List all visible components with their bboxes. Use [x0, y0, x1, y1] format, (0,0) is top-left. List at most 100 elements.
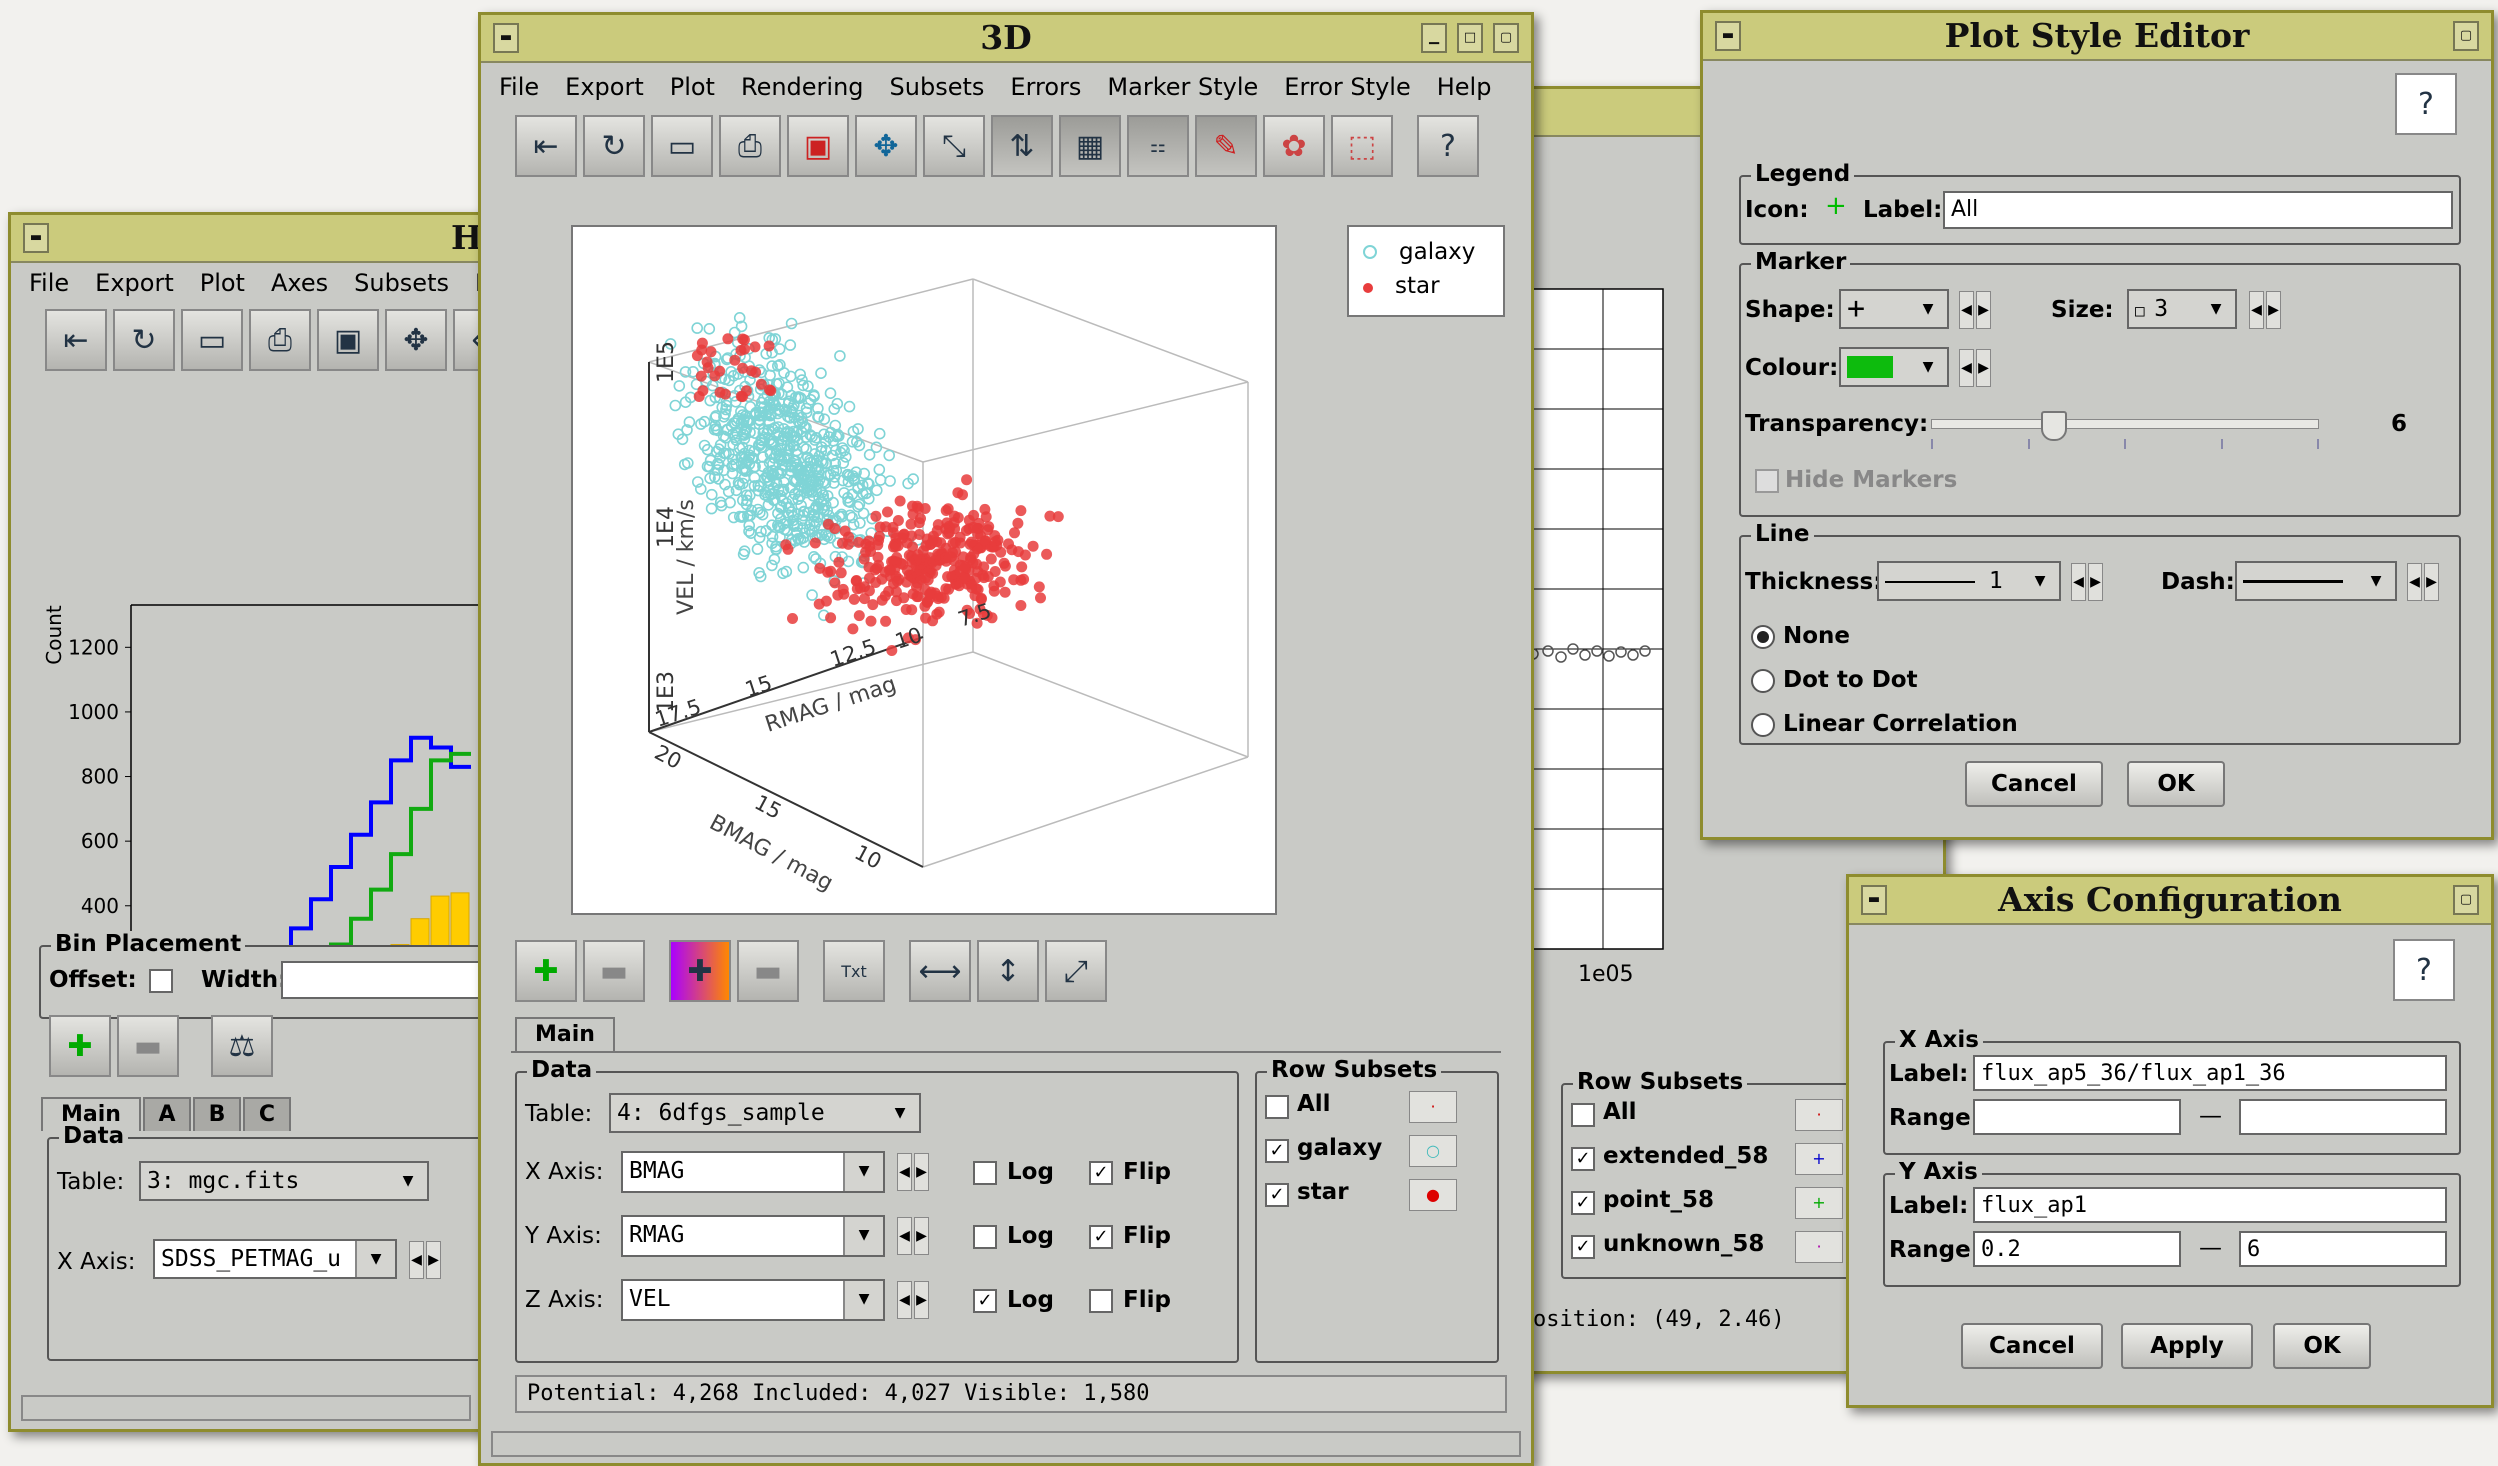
shape-select[interactable]: + ▼: [1839, 289, 1949, 329]
erase-icon[interactable]: ✎: [1195, 115, 1257, 177]
menu-plot[interactable]: Plot: [670, 73, 715, 101]
grid-icon[interactable]: ▦: [1059, 115, 1121, 177]
x-range-max-field[interactable]: [2239, 1099, 2447, 1135]
remove-layer-icon[interactable]: ▬: [117, 1015, 179, 1077]
colour-select[interactable]: ▼: [1839, 347, 1949, 387]
subset-marker-icon[interactable]: +: [1795, 1187, 1843, 1219]
menu-file[interactable]: File: [499, 73, 539, 101]
rescale-icon[interactable]: ✥: [385, 309, 447, 371]
axis-stepper[interactable]: ◀▶: [897, 1217, 929, 1255]
add-layer-icon[interactable]: ✚: [49, 1015, 111, 1077]
replot-icon[interactable]: ↻: [583, 115, 645, 177]
diagonal-error-icon[interactable]: ⤢: [1045, 940, 1107, 1002]
menu-error-style[interactable]: Error Style: [1284, 73, 1410, 101]
weight-icon[interactable]: ⚖: [211, 1015, 273, 1077]
subset-checkbox[interactable]: ✓: [1265, 1139, 1289, 1163]
width-field[interactable]: [281, 961, 484, 999]
window-menu-button[interactable]: ▬: [1715, 21, 1741, 51]
menu-rendering[interactable]: Rendering: [741, 73, 864, 101]
log-checkbox[interactable]: [973, 1225, 997, 1249]
export-image-icon[interactable]: ▣: [787, 115, 849, 177]
flip-checkbox[interactable]: [1089, 1289, 1113, 1313]
size-select[interactable]: □ 3 ▼: [2127, 289, 2237, 329]
log-checkbox[interactable]: [973, 1161, 997, 1185]
shape-stepper[interactable]: ◀▶: [1959, 291, 1991, 329]
size-stepper[interactable]: ◀▶: [2249, 291, 2281, 329]
export-image-icon[interactable]: ▣: [317, 309, 379, 371]
tab-c[interactable]: C: [243, 1097, 291, 1131]
subset-from-visible-icon[interactable]: ⬚: [1331, 115, 1393, 177]
new-window-icon[interactable]: ⇤: [515, 115, 577, 177]
tab-main[interactable]: Main: [515, 1017, 615, 1051]
menu-subsets[interactable]: Subsets: [890, 73, 985, 101]
dash-stepper[interactable]: ◀▶: [2407, 563, 2439, 601]
window-menu-button[interactable]: ▬: [1861, 885, 1887, 915]
cancel-button[interactable]: Cancel: [1961, 1323, 2103, 1369]
table-select[interactable]: 3: mgc.fits ▼: [139, 1161, 429, 1201]
menu-help[interactable]: Help: [1437, 73, 1492, 101]
x-label-field[interactable]: flux_ap5_36/flux_ap1_36: [1973, 1055, 2447, 1091]
line-option-radio[interactable]: [1751, 625, 1775, 649]
dash-select[interactable]: ▼: [2235, 561, 2397, 601]
subset-marker-icon[interactable]: +: [1795, 1143, 1843, 1175]
print-icon[interactable]: ⎙: [249, 309, 311, 371]
menu-plot[interactable]: Plot: [200, 269, 245, 297]
close-button[interactable]: ▢: [1493, 23, 1519, 53]
subset-from-blob-icon[interactable]: ✿: [1263, 115, 1325, 177]
subset-checkbox[interactable]: ✓: [1571, 1147, 1595, 1171]
subset-marker-icon[interactable]: ·: [1795, 1099, 1843, 1131]
axis-orientation-icon[interactable]: ⤡: [923, 115, 985, 177]
histogram-title-bar[interactable]: ▬ H: [11, 215, 481, 263]
log-checkbox[interactable]: ✓: [973, 1289, 997, 1313]
x-range-min-field[interactable]: [1973, 1099, 2181, 1135]
colour-stepper[interactable]: ◀▶: [1959, 349, 1991, 387]
ok-button[interactable]: OK: [2273, 1323, 2371, 1369]
menu-export[interactable]: Export: [565, 73, 644, 101]
remove-aux-icon[interactable]: ▬: [737, 940, 799, 1002]
subset-marker-icon[interactable]: ·: [1409, 1091, 1457, 1123]
help-icon[interactable]: ?: [2395, 73, 2457, 135]
horizontal-error-icon[interactable]: ⟷: [909, 940, 971, 1002]
new-window-icon[interactable]: ⇤: [45, 309, 107, 371]
cancel-button[interactable]: Cancel: [1965, 761, 2103, 807]
tab-a[interactable]: A: [143, 1097, 191, 1131]
add-aux-icon[interactable]: ✚: [669, 940, 731, 1002]
remove-layer-icon[interactable]: ▬: [583, 940, 645, 1002]
hide-markers-checkbox[interactable]: [1755, 469, 1779, 493]
axis-config-title-bar[interactable]: ▬ Axis Configuration ▢: [1849, 877, 2491, 925]
legend-icon[interactable]: ⚏: [1127, 115, 1189, 177]
title-icon[interactable]: ▭: [651, 115, 713, 177]
axis-select[interactable]: BMAG▼: [621, 1151, 885, 1193]
vertical-axis-icon[interactable]: ⇅: [991, 115, 1053, 177]
axis-stepper[interactable]: ◀▶: [897, 1153, 929, 1191]
transparency-slider[interactable]: [1931, 411, 2319, 451]
apply-button[interactable]: Apply: [2121, 1323, 2253, 1369]
thickness-select[interactable]: 1 ▼: [1877, 561, 2061, 601]
x-axis-select[interactable]: SDSS_PETMAG_u ▼: [153, 1239, 397, 1279]
subset-marker-icon[interactable]: ·: [1795, 1231, 1843, 1263]
title-icon[interactable]: ▭: [181, 309, 243, 371]
subset-checkbox[interactable]: ✓: [1571, 1191, 1595, 1215]
add-text-icon[interactable]: Txt: [823, 940, 885, 1002]
subset-marker-icon[interactable]: ●: [1409, 1179, 1457, 1211]
legend-label-field[interactable]: All: [1943, 191, 2453, 229]
maximize-button[interactable]: □: [1457, 23, 1483, 53]
plot3d-title-bar[interactable]: ▬ 3D ▁ □ ▢: [481, 15, 1531, 63]
line-option-radio[interactable]: [1751, 669, 1775, 693]
menu-errors[interactable]: Errors: [1010, 73, 1081, 101]
rescale-icon[interactable]: ✥: [855, 115, 917, 177]
close-button[interactable]: ▢: [2453, 885, 2479, 915]
close-button[interactable]: ▢: [2453, 21, 2479, 51]
axis-select[interactable]: VEL▼: [621, 1279, 885, 1321]
axis-stepper[interactable]: ◀▶: [897, 1281, 929, 1319]
window-menu-button[interactable]: ▬: [493, 23, 519, 53]
menu-marker-style[interactable]: Marker Style: [1107, 73, 1258, 101]
subset-marker-icon[interactable]: ○: [1409, 1135, 1457, 1167]
tab-b[interactable]: B: [193, 1097, 241, 1131]
histogram-plot[interactable]: 120010008006004002000 Count 1516171 S: [11, 405, 481, 945]
style-editor-title-bar[interactable]: ▬ Plot Style Editor ▢: [1703, 13, 2491, 61]
y-range-min-field[interactable]: 0.2: [1973, 1231, 2181, 1267]
menu-subsets[interactable]: Subsets: [354, 269, 449, 297]
menu-export[interactable]: Export: [95, 269, 174, 297]
